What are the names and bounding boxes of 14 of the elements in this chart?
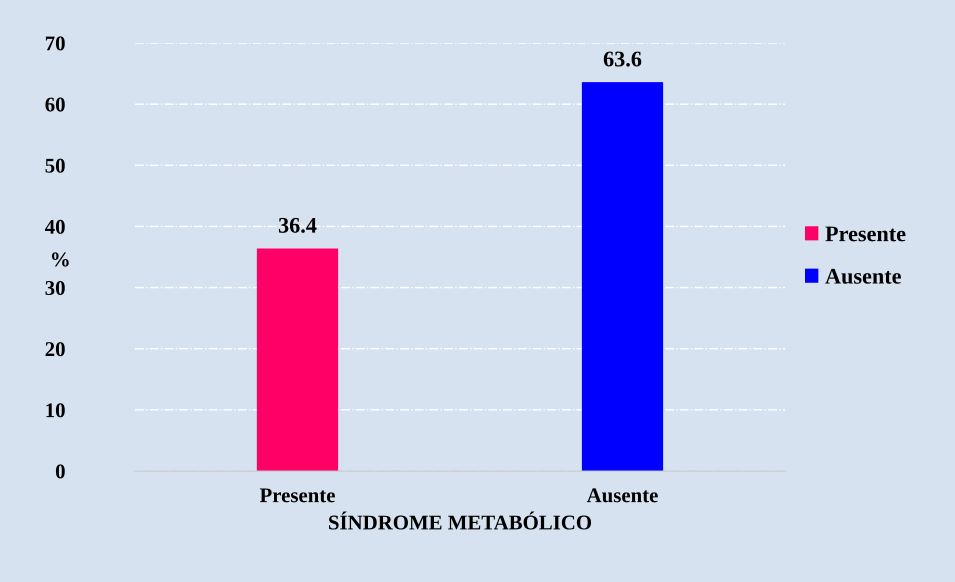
- legend-label: Presente: [825, 226, 906, 242]
- y-tick-label: 50: [46, 158, 65, 173]
- y-tick-label: 30: [46, 280, 65, 296]
- y-axis-title: %: [52, 252, 69, 267]
- y-tick-label: 40: [45, 220, 65, 234]
- data-label: 36.4: [278, 218, 317, 233]
- y-tick-label: 10: [46, 403, 65, 418]
- y-tick-label: 0: [56, 464, 65, 478]
- y-tick-label: 70: [46, 36, 65, 50]
- data-label: 63.6: [604, 52, 642, 67]
- y-tick-label: 20: [46, 342, 65, 356]
- y-tick-label: 60: [45, 98, 65, 112]
- legend-label: Ausente: [825, 268, 901, 284]
- x-axis-title: SÍNDROME METABÓLICO: [329, 512, 592, 530]
